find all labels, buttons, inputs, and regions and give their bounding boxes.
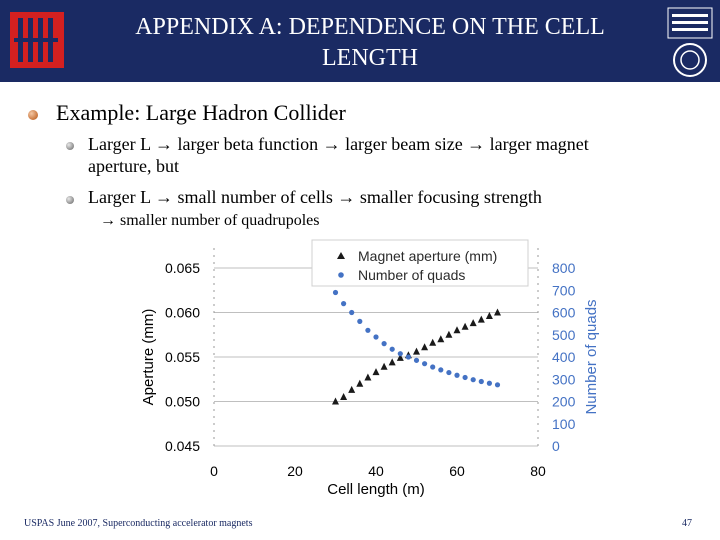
data-point-quads [389,346,395,352]
footer-text: USPAS June 2007, Superconducting acceler… [24,518,253,529]
title-bar: APPENDIX A: DEPENDENCE ON THE CELL LENGT… [0,0,720,82]
data-point-quads [349,309,355,316]
data-point-quads [462,374,468,381]
data-point-quads [454,372,460,378]
data-point-aperture [437,335,445,343]
legend-marker-triangle [337,252,345,259]
data-point-aperture [421,343,429,351]
y-right-tick-label: 200 [552,394,576,410]
y-right-tick-label: 700 [552,282,576,298]
bullet-level1: Example: Large Hadron Collider [56,100,346,125]
data-point-quads [478,378,484,385]
data-point-aperture [485,312,493,320]
x-tick-label: 40 [368,463,384,479]
data-point-quads [381,341,387,347]
data-point-aperture [494,308,501,316]
data-point-aperture [372,368,380,376]
y-right-tick-label: 0 [552,438,560,454]
y-right-axis-title: Number of quads [583,299,600,414]
y-right-tick-label: 500 [552,327,576,343]
legend-marker-circle [338,272,344,278]
data-point-quads [341,301,347,307]
x-tick-label: 0 [210,463,218,479]
data-point-aperture [348,385,356,393]
legend-box [311,239,529,287]
data-point-aperture [380,362,388,370]
data-point-quads [438,367,444,373]
y-right-tick-label: 100 [552,416,576,432]
legend-label: Number of quads [358,267,465,283]
y-left-axis-title: Aperture (mm) [140,309,157,406]
y-right-tick-label: 400 [552,349,576,365]
x-tick-label: 20 [287,463,303,479]
sub-bullet-dot [66,142,74,150]
data-point-quads [430,364,436,370]
data-point-aperture [477,315,485,323]
data-point-aperture [388,358,396,366]
data-point-aperture [445,330,453,338]
uspas-logo [4,6,70,74]
slide-title: APPENDIX A: DEPENDENCE ON THE CELL LENGT… [80,12,660,74]
x-tick-label: 80 [530,463,546,479]
x-tick-label: 60 [449,463,465,479]
y-left-tick-label: 0.050 [165,394,200,410]
y-left-tick-label: 0.060 [165,305,200,321]
sub-bullet-a-line2: aperture, but [88,156,179,176]
sub-sub-bullet: → smaller number of quadrupoles [100,212,320,229]
data-point-aperture [396,353,404,361]
data-point-quads [357,318,363,324]
y-left-tick-label: 0.055 [165,349,200,365]
data-point-aperture [332,397,339,405]
sub-bullet-a: Larger L → larger beta function → larger… [88,133,589,177]
legend-label: Magnet aperture (mm) [358,248,497,264]
data-point-aperture [461,322,469,330]
x-axis-title: Cell length (m) [327,481,425,498]
data-point-quads [332,289,339,296]
bullet-dot [28,110,38,120]
sub-bullet-dot [66,196,74,204]
data-point-aperture [453,326,461,334]
data-point-aperture [469,319,477,327]
sub-bullet-a-line1: Larger L → larger beta function → larger… [88,134,589,154]
title-line-1: APPENDIX A: DEPENDENCE ON THE CELL [135,14,605,40]
fermilab-cern-logos [667,7,713,77]
data-point-aperture [356,379,364,387]
data-point-quads [446,369,452,376]
data-point-quads [486,380,492,386]
data-point-quads [373,334,379,340]
y-right-tick-label: 800 [552,260,576,276]
data-point-quads [397,351,403,357]
page-number: 47 [682,518,692,529]
title-line-2: LENGTH [322,45,418,71]
data-point-quads [413,357,420,363]
data-point-quads [365,327,371,333]
data-point-quads [405,354,411,360]
y-right-tick-label: 600 [552,305,576,321]
data-point-aperture [340,393,348,401]
y-right-tick-label: 300 [552,371,576,387]
data-point-quads [494,382,501,388]
sub-bullet-b: Larger L → small number of cells → small… [88,187,542,207]
data-point-aperture [364,373,372,381]
y-left-tick-label: 0.045 [165,438,200,454]
data-point-aperture [429,338,437,346]
data-point-quads [422,361,428,367]
data-point-quads [470,377,476,383]
y-left-tick-label: 0.065 [165,260,200,276]
data-point-aperture [413,347,420,355]
